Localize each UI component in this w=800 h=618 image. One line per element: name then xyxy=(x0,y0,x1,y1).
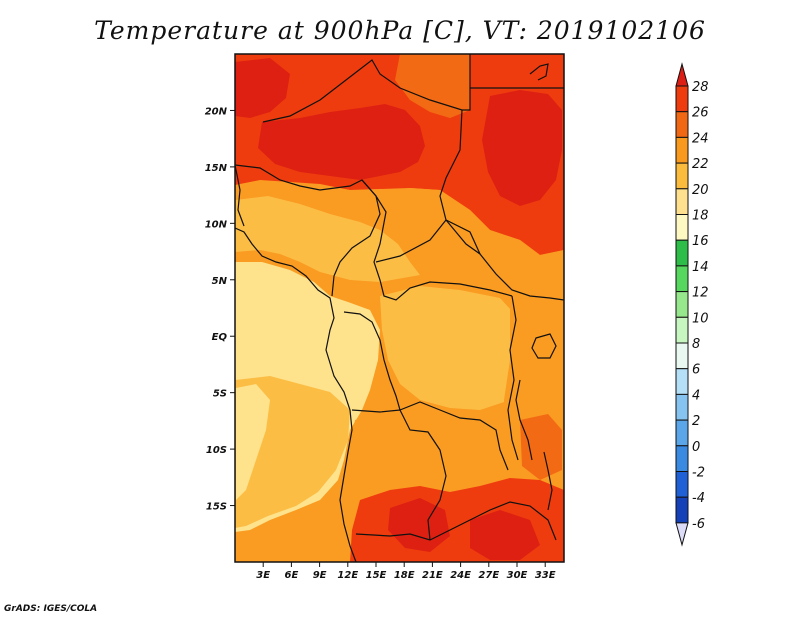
colorbar-label: 20 xyxy=(692,183,709,198)
field-coast-18 xyxy=(236,384,270,500)
country-borders xyxy=(235,54,564,562)
field-west-28 xyxy=(235,58,290,118)
colorbar-label: 26 xyxy=(692,106,709,121)
field-guinea-20 xyxy=(235,196,420,282)
map-frame xyxy=(234,53,565,563)
lon-tick-label: 18E xyxy=(394,570,415,581)
colorbar-swatch xyxy=(675,265,689,293)
field-congo-20 xyxy=(380,286,530,410)
colorbar-bottom-arrow xyxy=(675,522,689,547)
field-southeast-28 xyxy=(470,510,540,560)
colorbar-label: 2 xyxy=(692,414,700,429)
colorbar-swatch xyxy=(675,162,689,190)
colorbar-swatch xyxy=(675,111,689,138)
colorbar-label: -2 xyxy=(692,466,705,481)
lon-tick-label: 15E xyxy=(366,570,387,581)
lat-tick-label: 10S xyxy=(206,445,227,456)
lat-tick-label: EQ xyxy=(212,332,228,343)
colorbar-swatch xyxy=(675,239,689,267)
lon-tick-label: 21E xyxy=(422,570,443,581)
border-sahara-north xyxy=(262,54,471,123)
field-north-24 xyxy=(395,54,470,118)
colorbar-top-arrow xyxy=(675,62,689,87)
border-angola-zambia xyxy=(351,409,447,541)
border-west-coast-north xyxy=(235,164,245,227)
border-east-lakes xyxy=(507,295,519,461)
grads-credit: GrADS: IGES/COLA xyxy=(4,604,98,614)
colorbar-label: 18 xyxy=(692,209,709,224)
field-eastafrica-24 xyxy=(520,414,562,480)
lat-tick-label: 15N xyxy=(205,163,228,174)
colorbar-swatch xyxy=(675,316,689,344)
field-sahel-28 xyxy=(258,104,425,180)
colorbar-swatch xyxy=(675,188,689,216)
lon-tick-label: 9E xyxy=(313,570,327,581)
lat-tick-label: 5S xyxy=(213,389,227,400)
border-southern-africa xyxy=(355,501,557,541)
colorbar-label: 12 xyxy=(692,286,709,301)
map-title: Temperature at 900hPa [C], VT: 201910210… xyxy=(94,16,706,45)
colorbar-label: 6 xyxy=(692,363,700,378)
field-south-28 xyxy=(388,498,450,552)
colorbar-label: -4 xyxy=(692,491,705,506)
border-congo-west xyxy=(343,311,401,411)
border-nigeria-cameroon xyxy=(361,179,513,301)
colorbar-label: 8 xyxy=(692,337,700,352)
colorbar-swatch xyxy=(675,214,689,241)
lon-tick-label: 30E xyxy=(507,570,528,581)
border-central-africa xyxy=(375,219,481,263)
lat-tick-label: 10N xyxy=(205,219,228,230)
field-east-28 xyxy=(482,90,562,206)
colorbar-label: -6 xyxy=(692,517,705,532)
lon-tick-label: 33E xyxy=(535,570,556,581)
border-chad-sudan xyxy=(439,109,564,301)
colorbar-swatch xyxy=(675,393,689,421)
lat-tick-label: 15S xyxy=(206,502,227,513)
colorbar-label: 0 xyxy=(692,440,700,455)
lake-tanganyika xyxy=(515,379,533,461)
colorbar-label: 14 xyxy=(692,260,709,275)
colorbar-swatch xyxy=(675,368,689,395)
field-angola-22 xyxy=(348,412,440,504)
border-drc xyxy=(399,401,509,471)
coastline-west-africa xyxy=(235,227,357,562)
colorbar-label: 10 xyxy=(692,311,709,326)
colorbar-swatch xyxy=(675,419,689,447)
lon-tick-label: 6E xyxy=(285,570,299,581)
colorbar-swatch xyxy=(675,291,689,318)
latitude-axis: 20N 15N 10N 5N EQ 5S 10S 15S xyxy=(205,106,235,513)
lake-victoria xyxy=(531,333,557,359)
colorbar-swatch xyxy=(675,342,689,370)
lon-tick-label: 24E xyxy=(450,570,471,581)
lon-tick-label: 27E xyxy=(478,570,499,581)
temperature-field xyxy=(235,54,564,562)
lat-tick-label: 5N xyxy=(212,276,228,287)
colorbar-swatch xyxy=(675,471,689,498)
colorbar-swatch xyxy=(675,136,689,164)
colorbar-swatch xyxy=(675,496,689,524)
colorbar-label: 16 xyxy=(692,234,709,249)
colorbar-label: 28 xyxy=(692,80,709,95)
colorbar-label: 24 xyxy=(692,131,709,146)
red-sea-coast xyxy=(529,63,549,81)
colorbar-label: 22 xyxy=(692,157,709,172)
colorbar-swatch xyxy=(675,85,689,113)
lat-tick-label: 20N xyxy=(205,106,228,117)
lake-malawi xyxy=(543,451,553,511)
lon-tick-label: 12E xyxy=(337,570,358,581)
lon-tick-label: 3E xyxy=(256,570,270,581)
colorbar-swatch xyxy=(675,445,689,472)
colorbar-label: 4 xyxy=(692,388,700,403)
longitude-axis: 3E 6E 9E 12E 15E 18E 21E 24E 27E 30E 33E xyxy=(256,562,556,581)
